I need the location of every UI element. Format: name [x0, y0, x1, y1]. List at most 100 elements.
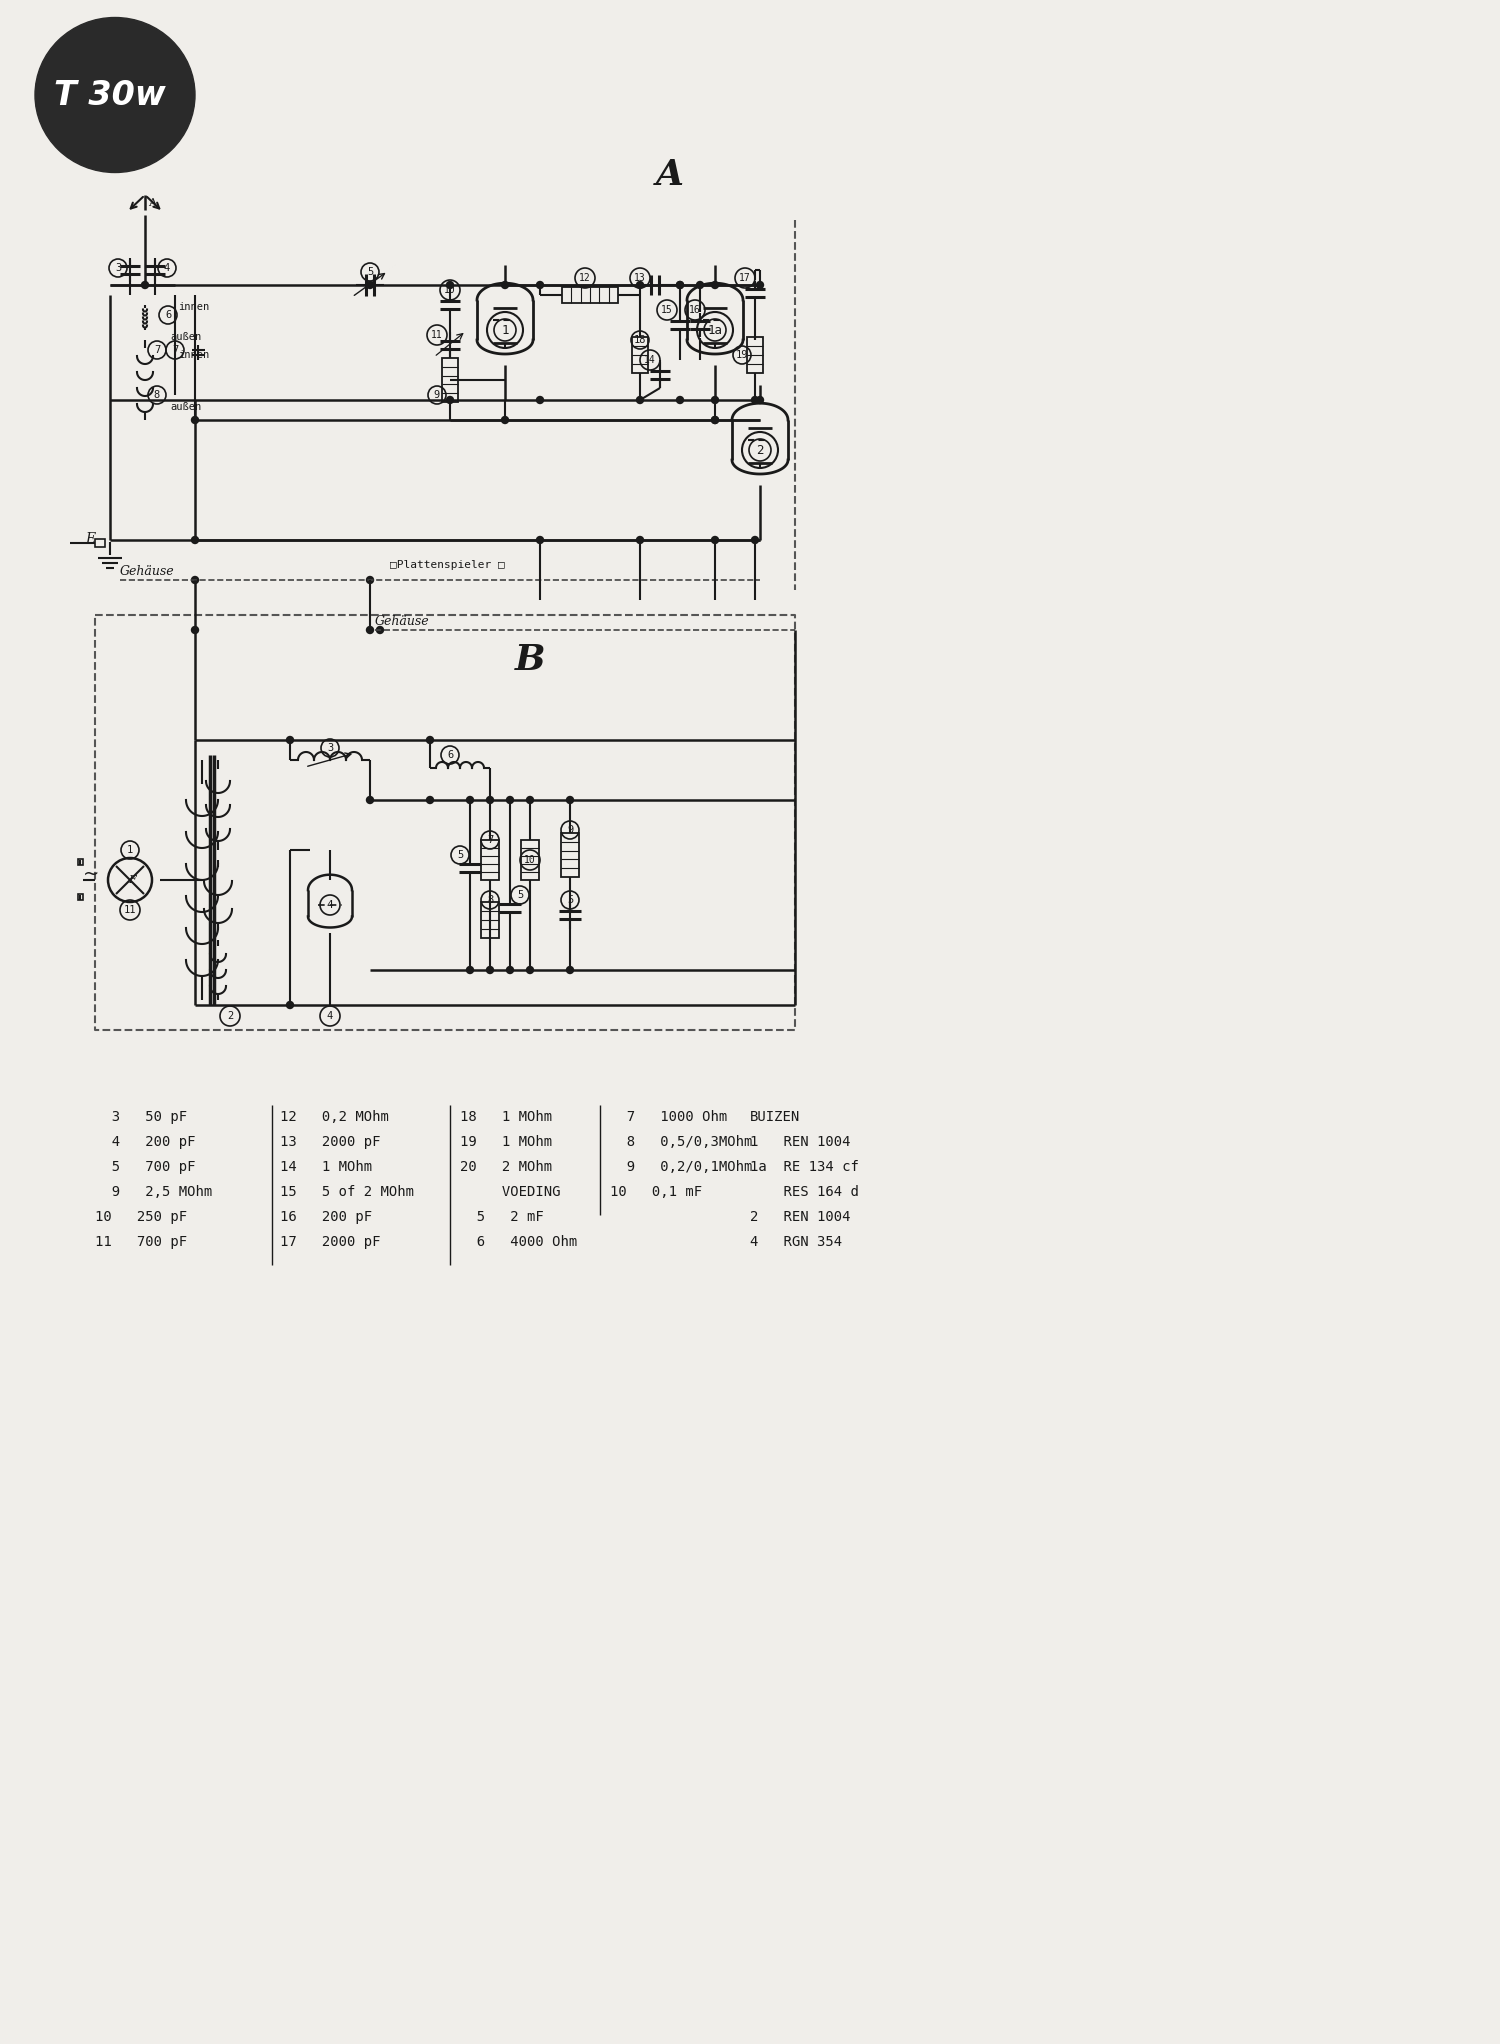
- Text: 5: 5: [567, 895, 573, 905]
- Text: □Plattenspieler □: □Plattenspieler □: [390, 560, 504, 570]
- Text: 3: 3: [116, 264, 122, 274]
- Circle shape: [507, 797, 513, 803]
- Circle shape: [752, 536, 759, 544]
- Text: 8   0,5/0,3MOhm: 8 0,5/0,3MOhm: [610, 1134, 753, 1149]
- Text: 13: 13: [634, 274, 646, 282]
- Text: 5: 5: [368, 268, 374, 278]
- Text: 18: 18: [633, 335, 646, 345]
- Text: 8: 8: [154, 390, 160, 401]
- Text: 2: 2: [756, 444, 764, 456]
- Circle shape: [466, 797, 474, 803]
- Text: 18   1 MOhm: 18 1 MOhm: [460, 1110, 552, 1124]
- Circle shape: [636, 536, 644, 544]
- Bar: [520, 840, 538, 881]
- Text: 13   2000 pF: 13 2000 pF: [280, 1134, 381, 1149]
- Circle shape: [426, 797, 433, 803]
- Text: F: F: [128, 875, 135, 885]
- Circle shape: [537, 282, 543, 288]
- Text: 1a: 1a: [708, 323, 723, 337]
- Circle shape: [466, 967, 474, 973]
- Circle shape: [711, 397, 718, 403]
- Circle shape: [636, 282, 644, 288]
- Text: 4: 4: [327, 1012, 333, 1022]
- Text: 6: 6: [165, 311, 171, 321]
- Text: 1: 1: [501, 323, 509, 337]
- Bar: [442, 358, 458, 403]
- Text: 14: 14: [644, 356, 656, 366]
- Text: 6: 6: [447, 750, 453, 760]
- Text: 10: 10: [524, 854, 536, 865]
- Circle shape: [676, 282, 684, 288]
- Circle shape: [366, 576, 374, 583]
- Text: 11   700 pF: 11 700 pF: [94, 1235, 188, 1249]
- Circle shape: [192, 576, 198, 583]
- Text: 10   0,1 mF: 10 0,1 mF: [610, 1186, 702, 1200]
- Bar: [561, 834, 579, 877]
- Text: 19   1 MOhm: 19 1 MOhm: [460, 1134, 552, 1149]
- Bar: [482, 840, 500, 881]
- Text: 7   1000 Ohm: 7 1000 Ohm: [610, 1110, 728, 1124]
- Circle shape: [192, 536, 198, 544]
- Text: 17   2000 pF: 17 2000 pF: [280, 1235, 381, 1249]
- Ellipse shape: [34, 18, 195, 172]
- Circle shape: [447, 397, 453, 403]
- Circle shape: [711, 282, 718, 288]
- Circle shape: [366, 628, 374, 634]
- Circle shape: [526, 967, 534, 973]
- Circle shape: [676, 397, 684, 403]
- Circle shape: [192, 628, 198, 634]
- Text: B: B: [514, 644, 546, 677]
- Text: Gehäuse: Gehäuse: [120, 564, 174, 578]
- Text: 1a  RE 134 cf: 1a RE 134 cf: [750, 1161, 859, 1173]
- Circle shape: [486, 797, 494, 803]
- Text: 7: 7: [172, 345, 178, 356]
- Text: 11: 11: [430, 329, 442, 339]
- Text: 5: 5: [518, 889, 524, 899]
- Circle shape: [526, 797, 534, 803]
- Bar: [78, 858, 82, 865]
- Text: 11: 11: [123, 905, 136, 916]
- Text: 5   700 pF: 5 700 pF: [94, 1161, 195, 1173]
- Text: 4: 4: [327, 899, 333, 910]
- Text: 1   REN 1004: 1 REN 1004: [750, 1134, 850, 1149]
- Circle shape: [486, 967, 494, 973]
- Text: 15: 15: [662, 305, 674, 315]
- Circle shape: [752, 397, 759, 403]
- Text: 12: 12: [579, 274, 591, 282]
- Text: 3: 3: [327, 744, 333, 752]
- Text: 3   50 pF: 3 50 pF: [94, 1110, 188, 1124]
- Text: RES 164 d: RES 164 d: [750, 1186, 859, 1200]
- Text: 5   2 mF: 5 2 mF: [460, 1210, 543, 1224]
- Bar: [562, 286, 618, 303]
- Text: 19: 19: [735, 350, 748, 360]
- Circle shape: [376, 628, 384, 634]
- Bar: [482, 901, 500, 938]
- Text: T 30w: T 30w: [54, 78, 166, 112]
- Circle shape: [711, 417, 718, 423]
- Bar: [632, 337, 648, 372]
- Text: außen: außen: [170, 403, 201, 413]
- Circle shape: [501, 282, 509, 288]
- Text: 6   4000 Ohm: 6 4000 Ohm: [460, 1235, 578, 1249]
- Text: 1: 1: [128, 844, 134, 854]
- Circle shape: [567, 967, 573, 973]
- Text: 9   0,2/0,1MOhm: 9 0,2/0,1MOhm: [610, 1161, 753, 1173]
- Text: 2   REN 1004: 2 REN 1004: [750, 1210, 850, 1224]
- Text: außen: außen: [170, 331, 201, 341]
- Circle shape: [711, 536, 718, 544]
- Text: VOEDING: VOEDING: [460, 1186, 561, 1200]
- Text: 8: 8: [488, 895, 494, 905]
- Circle shape: [636, 397, 644, 403]
- Circle shape: [286, 736, 294, 744]
- Circle shape: [676, 282, 684, 288]
- Text: 10   250 pF: 10 250 pF: [94, 1210, 188, 1224]
- Bar: [94, 540, 105, 548]
- Circle shape: [696, 282, 703, 288]
- Text: Gehäuse: Gehäuse: [375, 615, 429, 628]
- Text: 4: 4: [164, 264, 170, 274]
- Circle shape: [192, 417, 198, 423]
- Text: 16: 16: [688, 305, 700, 315]
- Circle shape: [711, 417, 718, 423]
- Circle shape: [141, 282, 148, 288]
- Text: BUIZEN: BUIZEN: [750, 1110, 801, 1124]
